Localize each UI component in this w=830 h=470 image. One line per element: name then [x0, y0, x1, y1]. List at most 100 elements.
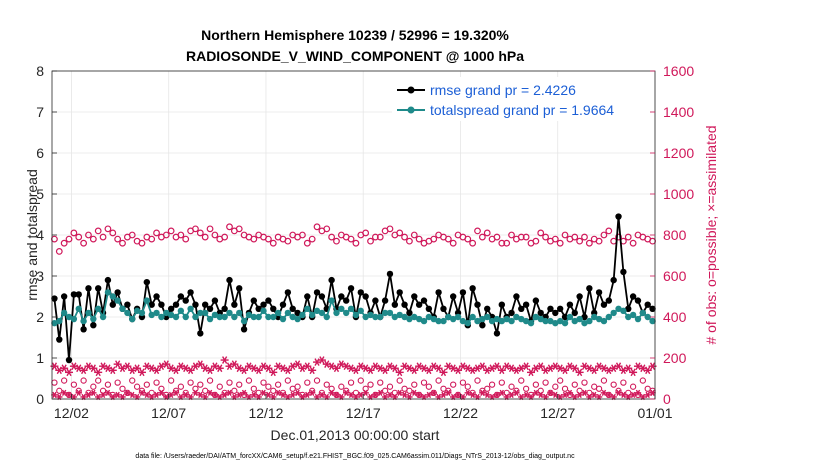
low-possible-marker-105 [562, 386, 567, 391]
low-possible-marker-19 [144, 382, 149, 387]
series-1-point-55 [319, 310, 325, 316]
low-possible-marker-14 [120, 386, 125, 391]
y-axis-right: 0 200 400 600 800 1000 1200 1400 1600 [650, 63, 694, 407]
chart: Northern Hemisphere 10239 / 52996 = 19.3… [0, 0, 830, 470]
low-possible-marker-63 [358, 378, 363, 383]
series-0-point-13 [114, 289, 120, 295]
low-possible-marker-107 [572, 382, 577, 387]
series-0-point-22 [158, 302, 164, 308]
low-possible-marker-69 [387, 384, 392, 389]
x-tick-label-6: 01/01 [637, 405, 672, 421]
low-possible-marker-77 [426, 384, 431, 389]
y-axis-right-label: # of obs: o=possible; ×=assimilated [703, 125, 719, 344]
x-tick-label-4: 12/22 [443, 405, 478, 421]
y-right-tick-label-2: 400 [663, 309, 687, 325]
low-possible-marker-36 [227, 380, 232, 385]
low-possible-marker-87 [475, 378, 480, 383]
series-1-point-29 [192, 314, 198, 320]
low-possible-marker-82 [451, 382, 456, 387]
low-possible-marker-43 [261, 380, 266, 385]
low-possible-marker-59 [339, 384, 344, 389]
series-0-point-37 [231, 302, 237, 308]
series-0-point-104 [557, 306, 563, 312]
series-1-point-61 [348, 306, 354, 312]
series-0-point-113 [601, 302, 607, 308]
series-0-point-99 [533, 297, 539, 303]
series-1-point-42 [255, 314, 261, 320]
low-possible-marker-71 [397, 378, 402, 383]
low-possible-marker-44 [266, 384, 271, 389]
assimilated-obs-marker-108 [576, 369, 584, 376]
series-1-point-13 [114, 297, 120, 303]
possible-obs-marker-0 [52, 236, 58, 242]
series-0-point-77 [426, 306, 432, 312]
possible-obs-marker-38 [236, 226, 242, 232]
possible-obs-marker-104 [557, 240, 563, 246]
low-possible-marker-28 [188, 380, 193, 385]
series-0-point-66 [372, 297, 378, 303]
series-0-point-91 [494, 330, 500, 336]
low-possible-marker-74 [412, 382, 417, 387]
series-lines [51, 213, 656, 363]
series-0-point-55 [319, 293, 325, 299]
low-possible-marker-30 [198, 382, 203, 387]
possible-obs-marker-11 [105, 226, 111, 232]
y-tick-label-8: 8 [36, 63, 44, 79]
possible-obs-marker-8 [91, 236, 97, 242]
series-1-point-37 [231, 314, 237, 320]
series-1-point-27 [183, 314, 189, 320]
series-0-point-54 [314, 289, 320, 295]
series-0-point-120 [635, 297, 641, 303]
series-1-point-38 [236, 310, 242, 316]
series-1-point-117 [620, 308, 626, 314]
series-1-point-7 [85, 310, 91, 316]
series-0-point-70 [392, 302, 398, 308]
possible-obs-marker-108 [577, 238, 583, 244]
series-0-point-28 [187, 289, 193, 295]
series-0-point-115 [610, 277, 616, 283]
series-1-point-59 [338, 306, 344, 312]
assimilated-obs-marker-18 [138, 369, 146, 376]
assimilated-obs-marker-98 [527, 369, 535, 376]
possible-obs-marker-65 [368, 238, 374, 244]
series-0-point-59 [338, 293, 344, 299]
possible-obs-marker-2 [61, 240, 67, 246]
possible-obs-marker-13 [115, 236, 121, 242]
series-1-point-85 [465, 320, 471, 326]
series-1-point-51 [299, 312, 305, 318]
possible-obs-marker-112 [596, 238, 602, 244]
possible-obs-marker-48 [285, 238, 291, 244]
series-1-point-18 [139, 310, 145, 316]
series-0-point-2 [61, 293, 67, 299]
low-possible-marker-48 [285, 378, 290, 383]
y-right-tick-label-4: 800 [663, 227, 687, 243]
series-0-point-45 [270, 306, 276, 312]
possible-obs-marker-78 [431, 236, 437, 242]
possible-obs-marker-45 [270, 240, 276, 246]
possible-obs-marker-53 [309, 236, 315, 242]
x-axis: 12/02 12/07 12/12 12/17 12/22 12/27 01/01 [54, 394, 673, 421]
series-0-point-107 [572, 310, 578, 316]
low-possible-marker-104 [558, 378, 563, 383]
possible-obs-marker-61 [348, 236, 354, 242]
series-0-point-75 [416, 302, 422, 308]
series-1-point-60 [343, 310, 349, 316]
series-1-point-119 [630, 312, 636, 318]
low-possible-marker-76 [421, 380, 426, 385]
possible-obs-marker-18 [139, 240, 145, 246]
series-0-point-31 [202, 302, 208, 308]
legend-spread-marker [408, 107, 415, 114]
series-0-point-112 [596, 289, 602, 295]
low-possible-marker-40 [246, 378, 251, 383]
series-1-point-8 [90, 316, 96, 322]
series-0-point-63 [358, 289, 364, 295]
possible-obs-marker-75 [416, 236, 422, 242]
y-tick-label-1: 1 [36, 350, 44, 366]
possible-obs-marker-85 [465, 236, 471, 242]
possible-obs-marker-3 [66, 236, 72, 242]
low-possible-marker-9 [96, 378, 101, 383]
series-1-point-9 [95, 306, 101, 312]
possible-obs-marker-62 [353, 240, 359, 246]
series-1-point-58 [333, 310, 339, 316]
possible-obs-marker-58 [334, 238, 340, 244]
